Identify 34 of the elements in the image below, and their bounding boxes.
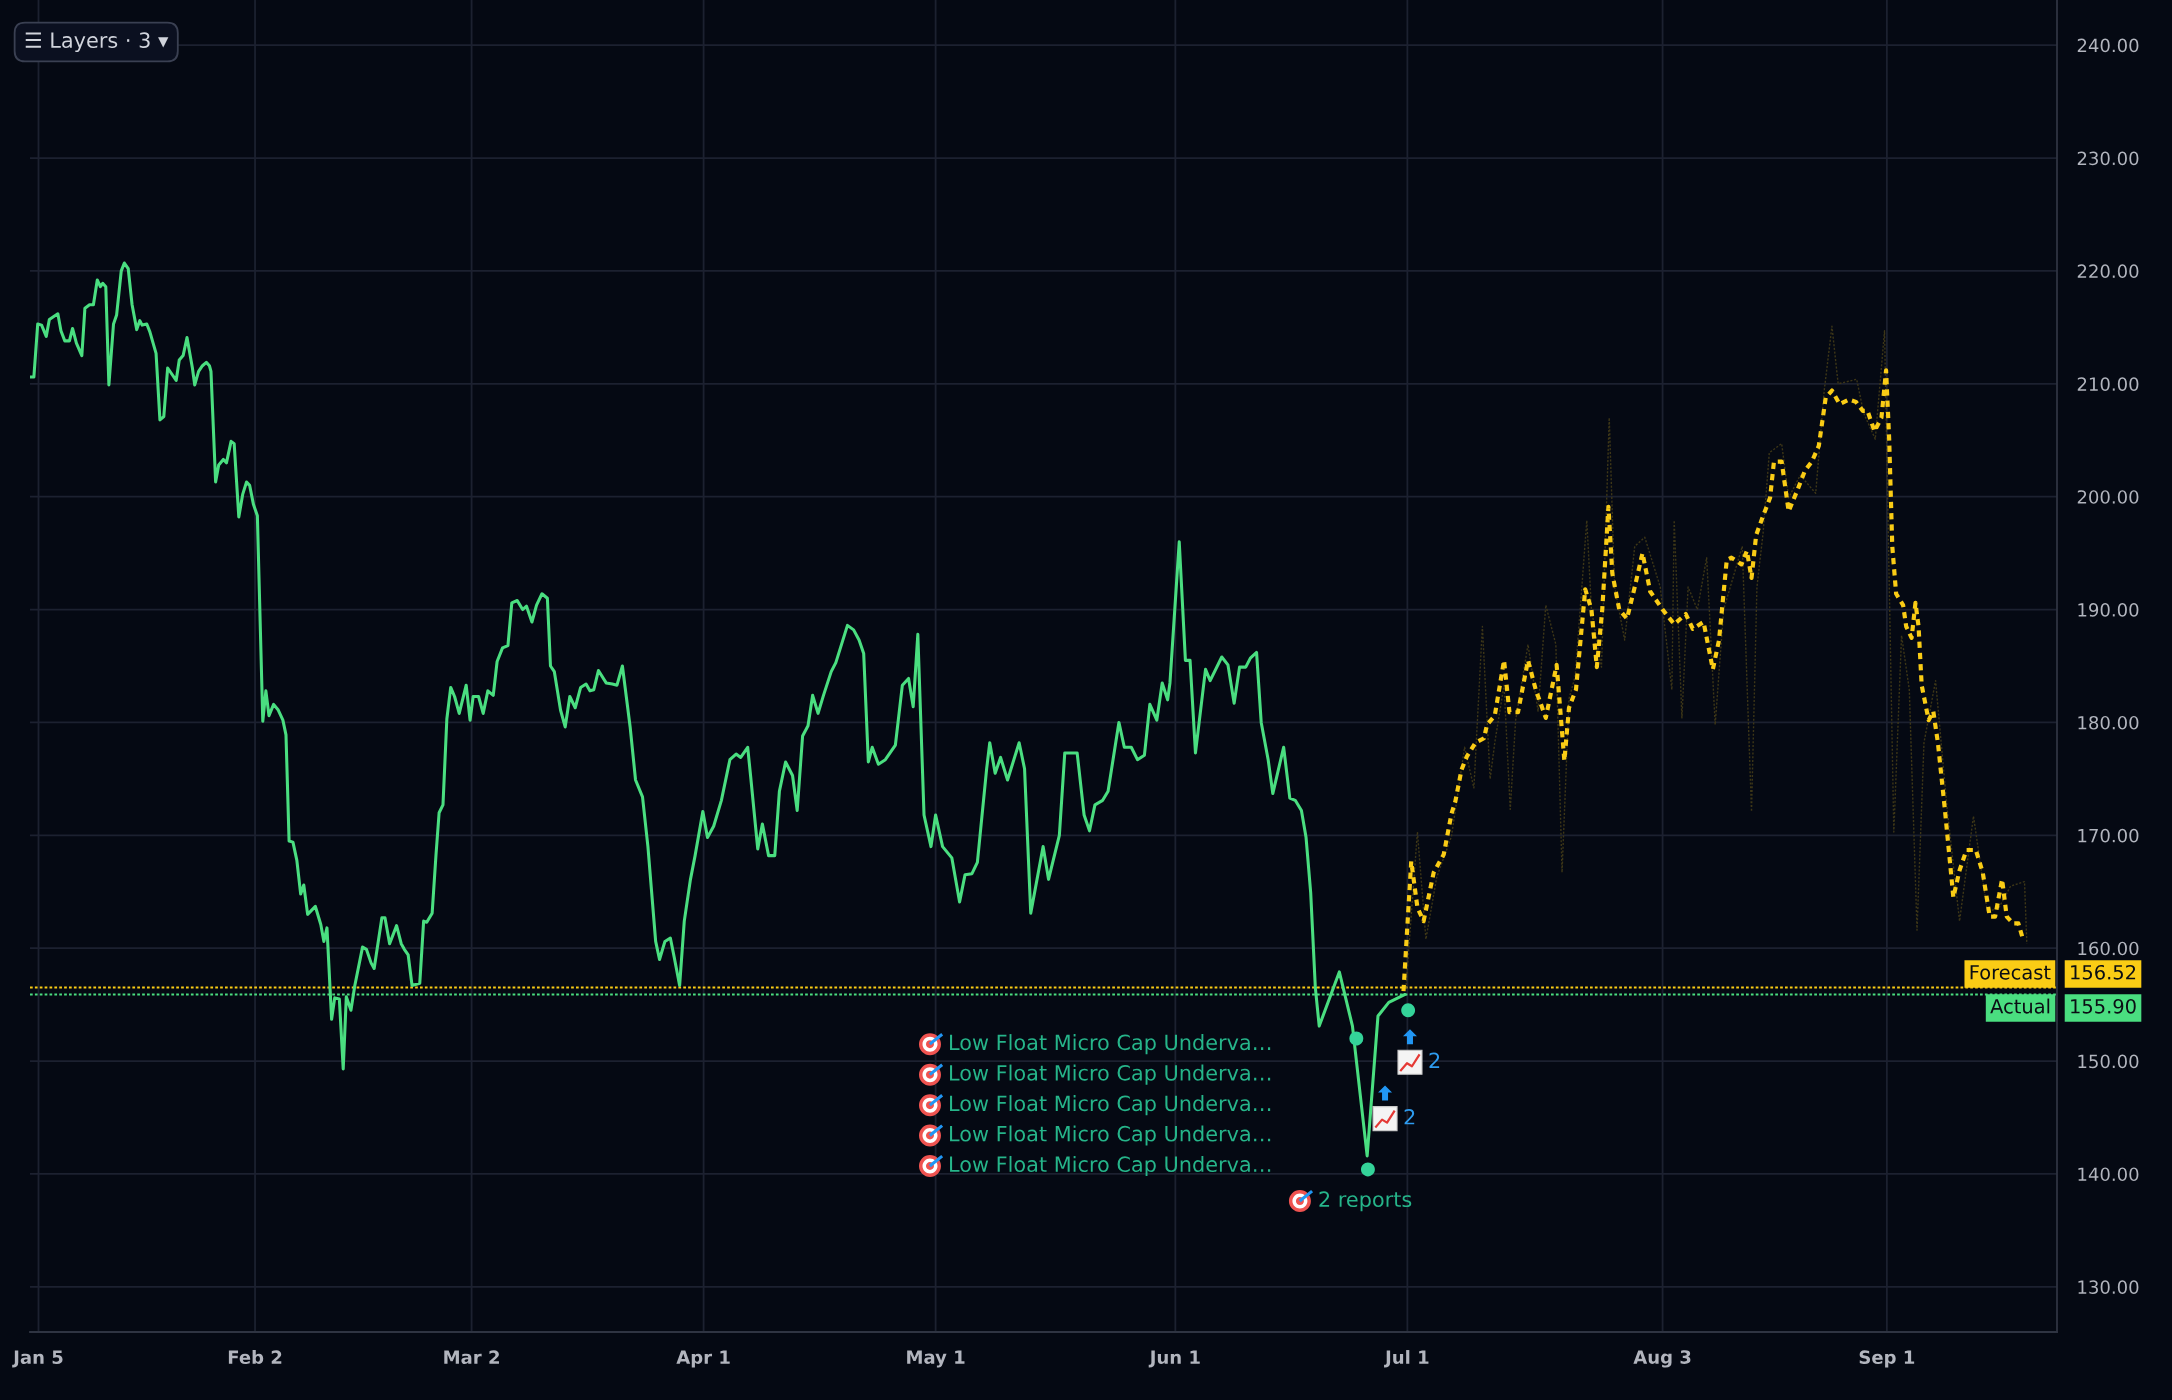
y-tick-label: 130.00 <box>2078 1280 2139 1294</box>
annotation: 156.52 <box>2071 964 2136 980</box>
annotation: ☰ Layers · 3 ▾ <box>25 32 169 53</box>
x-tick-label: Feb 2 <box>228 1350 282 1365</box>
y-tick-label: 200.00 <box>2077 490 2139 504</box>
x-tick-label: Aug 3 <box>1633 1350 1691 1368</box>
y-tick-label: 170.00 <box>2078 828 2139 843</box>
annotation: Low Float Micro Cap Underva… <box>950 1125 1271 1146</box>
x-tick-label: Jul 1 <box>1384 1350 1429 1368</box>
annotation: 2 <box>1429 1052 1440 1069</box>
annotation: Low Float Micro Cap Underva… <box>950 1064 1271 1085</box>
y-tick-label: 210.00 <box>2077 377 2139 391</box>
y-tick-label: 160.00 <box>2078 941 2139 956</box>
y-tick-label: 180.00 <box>2078 715 2139 730</box>
annotation: 2 reports <box>1319 1191 1412 1212</box>
x-tick-label: Jan 5 <box>12 1350 63 1368</box>
y-tick-label: 140.00 <box>2078 1167 2139 1182</box>
x-tick-label: Jun 1 <box>1148 1350 1200 1368</box>
x-tick-label: Mar 2 <box>444 1350 499 1365</box>
annotation: 155.90 <box>2071 998 2136 1014</box>
ref-line-label: Forecast <box>1970 965 2051 980</box>
annotation: Low Float Micro Cap Underva… <box>950 1095 1271 1116</box>
y-tick-label: 150.00 <box>2078 1054 2139 1069</box>
annotation: 2 <box>1404 1108 1415 1125</box>
y-tick-label: 230.00 <box>2077 151 2139 166</box>
ref-line-label: Actual <box>1990 998 2050 1014</box>
y-tick-label: 240.00 <box>2077 38 2139 53</box>
y-tick-label: 220.00 <box>2077 264 2139 279</box>
x-tick-label: Apr 1 <box>676 1350 730 1368</box>
annotation: Low Float Micro Cap Underva… <box>950 1155 1271 1177</box>
annotation: Low Float Micro Cap Underva… <box>950 1034 1271 1055</box>
y-tick-label: 190.00 <box>2078 603 2139 617</box>
x-tick-label: May 1 <box>907 1350 965 1368</box>
x-tick-label: Sep 1 <box>1859 1350 1915 1368</box>
